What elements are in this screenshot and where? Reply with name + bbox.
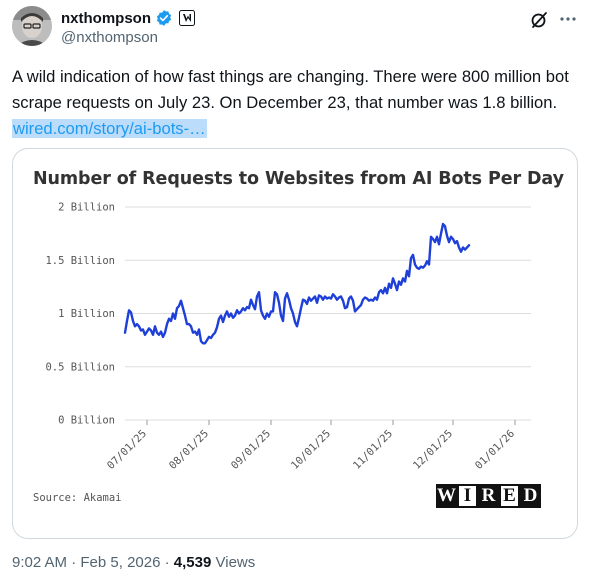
line-chart: 2 Billion 1.5 Billion 1 Billion 0.5 Billion…: [45, 202, 531, 472]
x-tick-label: 01/01/26: [473, 428, 517, 472]
wired-letter: E: [499, 484, 520, 508]
y-tick-label: 0 Billion: [58, 415, 115, 427]
views-count: 4,539: [173, 554, 212, 571]
x-tick-label: 12/01/25: [411, 428, 455, 472]
tweet-header: nxthompson @nxthompson: [12, 6, 581, 48]
tweet-date[interactable]: Feb 5, 2026: [80, 554, 161, 571]
wired-letter: D: [520, 484, 541, 508]
tweet-text: A wild indication of how fast things are…: [12, 64, 584, 142]
y-tick-label: 1.5 Billion: [45, 255, 115, 267]
more-icon[interactable]: [557, 8, 579, 30]
x-tick-label: 08/01/25: [167, 428, 211, 472]
source-credit: Source: Akamai: [33, 492, 122, 504]
author-handle[interactable]: @nxthompson: [61, 29, 158, 46]
meta-separator: ·: [67, 554, 81, 571]
x-tick-label: 10/01/25: [289, 428, 333, 472]
y-tick-label: 0.5 Billion: [45, 361, 115, 373]
x-tick-label: 11/01/25: [351, 428, 395, 472]
media-card[interactable]: Number of Requests to Websites from AI B…: [12, 148, 578, 539]
tweet-meta: 9:02 AM · Feb 5, 2026 · 4,539 Views: [12, 554, 255, 571]
tweet-time[interactable]: 9:02 AM: [12, 554, 68, 571]
wired-letter: I: [457, 484, 478, 508]
wired-logo: W I R E D: [436, 484, 541, 508]
x-tick-label: 07/01/25: [105, 428, 149, 472]
grok-icon[interactable]: [529, 10, 549, 30]
y-tick-label: 2 Billion: [58, 202, 115, 214]
author-name[interactable]: nxthompson: [61, 9, 151, 27]
wired-letter: W: [436, 484, 457, 508]
tweet-body: A wild indication of how fast things are…: [12, 67, 569, 112]
chart-title: Number of Requests to Websites from AI B…: [33, 169, 564, 189]
meta-separator: ·: [160, 554, 174, 571]
views-label: Views: [215, 554, 256, 571]
avatar[interactable]: [12, 6, 52, 46]
verified-badge-icon: [155, 9, 173, 27]
affiliation-badge-icon[interactable]: [179, 10, 195, 26]
series-line: [123, 222, 471, 345]
wired-letter: R: [478, 484, 499, 508]
x-tick-label: 09/01/25: [229, 428, 273, 472]
y-tick-label: 1 Billion: [58, 308, 115, 320]
article-link[interactable]: wired.com/story/ai-bots-…: [12, 119, 207, 138]
